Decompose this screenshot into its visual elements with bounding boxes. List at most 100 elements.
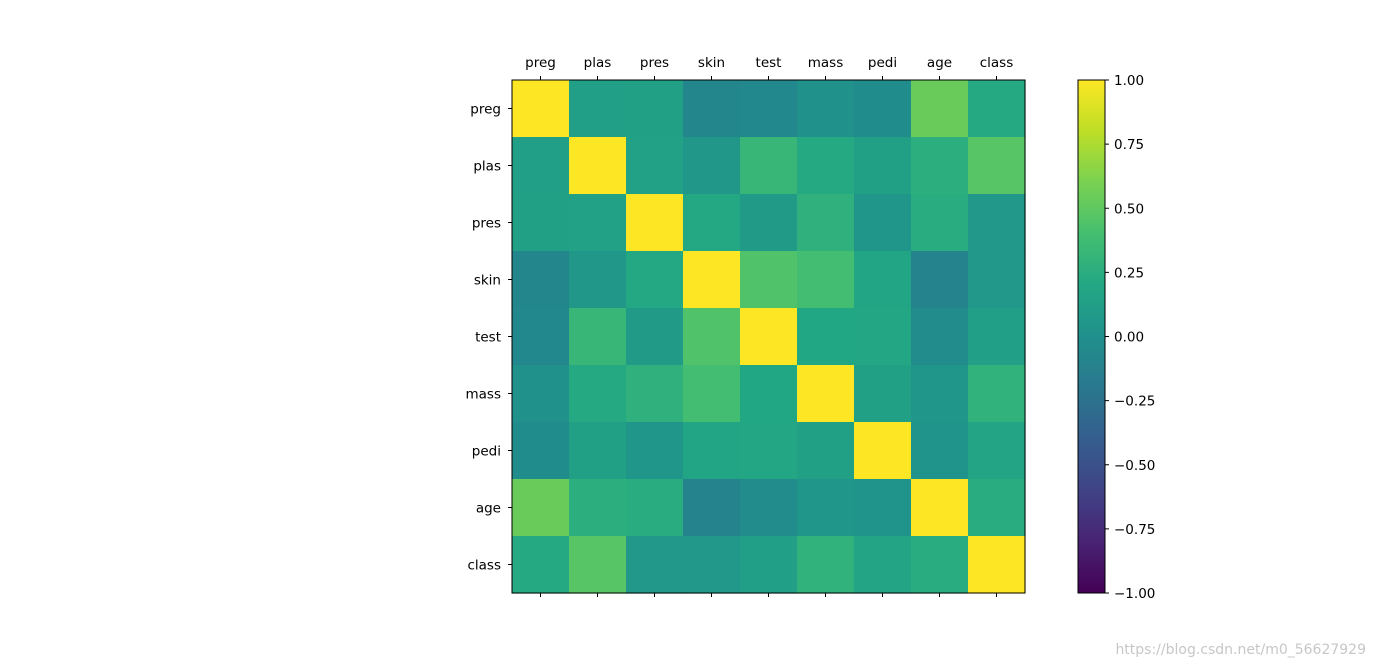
heatmap-cell-pres-mass	[797, 194, 855, 252]
heatmap-cell-pedi-preg	[512, 422, 570, 480]
heatmap-cell-plas-skin	[683, 137, 741, 195]
colorbar-tick-label: 0.50	[1114, 201, 1144, 217]
colorbar-ticks: 1.00 0.75 0.50 0.25 0.00 −0.25 −0.50 −0.75 −1.00	[1105, 73, 1155, 602]
y-tick-label-skin: skin	[474, 273, 501, 289]
heatmap-cell-mass-skin	[683, 365, 741, 423]
heatmap-cell-class-pedi	[854, 536, 912, 594]
heatmap-cell-age-pres	[626, 479, 684, 537]
y-tick-label-pedi: pedi	[472, 444, 501, 460]
heatmap-cell-preg-pedi	[854, 80, 912, 138]
y-tick-label-preg: preg	[470, 102, 501, 118]
heatmap-cell-pres-pres	[626, 194, 684, 252]
y-tick-label-age: age	[476, 501, 501, 517]
heatmap-cell-pres-test	[740, 194, 798, 252]
heatmap-cell-preg-plas	[569, 80, 627, 138]
heatmap-cell-preg-mass	[797, 80, 855, 138]
heatmap-cell-test-test	[740, 308, 798, 366]
heatmap-cell-plas-mass	[797, 137, 855, 195]
heatmap-cell-skin-class	[968, 251, 1026, 309]
heatmap-cell-class-mass	[797, 536, 855, 594]
heatmap-cell-plas-preg	[512, 137, 570, 195]
heatmap-cell-preg-test	[740, 80, 798, 138]
heatmap-cell-class-class	[968, 536, 1026, 594]
heatmap-cell-skin-pedi	[854, 251, 912, 309]
x-ticks-bottom	[540, 593, 997, 597]
x-tick-label-pres: pres	[640, 55, 669, 71]
heatmap-cell-pedi-skin	[683, 422, 741, 480]
heatmap-cell-preg-class	[968, 80, 1026, 138]
heatmap-cell-age-preg	[512, 479, 570, 537]
x-tick-label-skin: skin	[698, 55, 725, 71]
heatmap-cell-mass-pedi	[854, 365, 912, 423]
heatmap-cell-class-test	[740, 536, 798, 594]
heatmap-cell-mass-age	[911, 365, 969, 423]
heatmap-cell-test-pres	[626, 308, 684, 366]
heatmap-cell-pres-skin	[683, 194, 741, 252]
watermark-text: https://blog.csdn.net/m0_56627929	[1115, 642, 1366, 658]
y-ticks: preg plas pres skin test mass pedi age class	[466, 102, 512, 574]
heatmap-cell-class-pres	[626, 536, 684, 594]
heatmap-cell-mass-preg	[512, 365, 570, 423]
colorbar-tick-label: −0.25	[1114, 394, 1155, 410]
heatmap-cell-pres-class	[968, 194, 1026, 252]
colorbar-tick-label: 0.75	[1114, 137, 1144, 153]
heatmap-cell-pedi-pedi	[854, 422, 912, 480]
heatmap-cell-mass-test	[740, 365, 798, 423]
heatmap-cell-skin-preg	[512, 251, 570, 309]
colorbar	[1077, 79, 1106, 594]
heatmap-cell-test-plas	[569, 308, 627, 366]
heatmap-cell-preg-skin	[683, 80, 741, 138]
x-tick-label-class: class	[980, 55, 1014, 71]
heatmap-cell-plas-pres	[626, 137, 684, 195]
heatmap-cell-pedi-class	[968, 422, 1026, 480]
x-ticks-top: preg plas pres skin test mass pedi age class	[525, 55, 1013, 80]
y-tick-label-mass: mass	[466, 387, 502, 403]
heatmap-cell-age-mass	[797, 479, 855, 537]
colorbar-tick-label: −0.75	[1114, 522, 1155, 538]
heatmap-cell-pres-plas	[569, 194, 627, 252]
heatmap-cell-preg-age	[911, 80, 969, 138]
heatmap-cell-age-plas	[569, 479, 627, 537]
heatmap-cells	[512, 80, 1026, 594]
heatmap-cell-test-pedi	[854, 308, 912, 366]
heatmap-cell-skin-pres	[626, 251, 684, 309]
colorbar-tick-label: −0.50	[1114, 458, 1155, 474]
heatmap-cell-skin-plas	[569, 251, 627, 309]
heatmap-cell-test-preg	[512, 308, 570, 366]
heatmap-cell-pres-age	[911, 194, 969, 252]
heatmap-cell-pedi-pres	[626, 422, 684, 480]
heatmap-cell-mass-class	[968, 365, 1026, 423]
heatmap-cell-plas-class	[968, 137, 1026, 195]
heatmap-cell-preg-preg	[512, 80, 570, 138]
heatmap-cell-plas-age	[911, 137, 969, 195]
heatmap-cell-plas-pedi	[854, 137, 912, 195]
y-tick-label-class: class	[467, 558, 501, 574]
heatmap-cell-pres-pedi	[854, 194, 912, 252]
y-tick-label-test: test	[475, 330, 501, 346]
heatmap-cell-pedi-plas	[569, 422, 627, 480]
heatmap-cell-mass-mass	[797, 365, 855, 423]
colorbar-tick-label: −1.00	[1114, 586, 1155, 602]
heatmap-cell-class-preg	[512, 536, 570, 594]
heatmap-cell-pedi-age	[911, 422, 969, 480]
colorbar-tick-label: 0.25	[1114, 265, 1144, 281]
heatmap-cell-test-age	[911, 308, 969, 366]
heatmap-cell-plas-test	[740, 137, 798, 195]
heatmap-cell-test-mass	[797, 308, 855, 366]
heatmap-cell-skin-test	[740, 251, 798, 309]
x-tick-label-plas: plas	[584, 55, 612, 71]
heatmap-cell-pedi-mass	[797, 422, 855, 480]
heatmap-cell-mass-pres	[626, 365, 684, 423]
x-tick-label-age: age	[927, 55, 952, 71]
heatmap-cell-class-plas	[569, 536, 627, 594]
heatmap-cell-age-test	[740, 479, 798, 537]
colorbar-tick-label: 1.00	[1114, 73, 1144, 89]
y-tick-label-plas: plas	[473, 159, 501, 175]
heatmap-cell-test-skin	[683, 308, 741, 366]
y-tick-label-pres: pres	[472, 216, 501, 232]
x-tick-label-test: test	[756, 55, 782, 71]
x-tick-label-pedi: pedi	[868, 55, 897, 71]
heatmap-cell-class-age	[911, 536, 969, 594]
heatmap-cell-pedi-test	[740, 422, 798, 480]
